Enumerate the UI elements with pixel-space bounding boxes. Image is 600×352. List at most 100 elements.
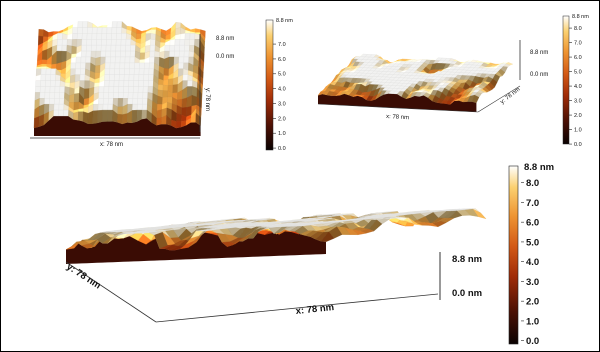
surface-top-left-facet	[115, 50, 121, 58]
surface-top-left-facet	[195, 112, 202, 126]
surface-top-left-facet	[107, 98, 114, 105]
surface-top-left-facet	[40, 80, 46, 87]
colorbar-tick-label: 5.0	[574, 70, 582, 76]
surface-top-left-facet	[81, 39, 88, 46]
surface-top-left-facet	[86, 33, 93, 40]
z-label-top: 8.8 nm	[452, 254, 482, 265]
surface-top-left-facet	[106, 21, 113, 28]
y-axis-label: y: 78 nm	[204, 88, 210, 111]
surface-top-left-facet	[142, 98, 148, 105]
surface-top-left-facet	[130, 45, 136, 52]
surface-top-left-facet	[123, 74, 130, 81]
surface-top-left-facet	[41, 59, 48, 65]
surface-top-left-facet	[61, 50, 67, 63]
surface-top-left-facet	[86, 45, 92, 52]
surface-top-left-facet	[50, 68, 57, 75]
surface-top-left-facet	[120, 39, 127, 46]
surface-top-left-facet	[164, 45, 171, 52]
surface-top-left-facet	[104, 74, 110, 81]
surface-top-left-facet	[148, 62, 155, 69]
surface-top-left-facet	[157, 95, 163, 105]
surface-top-left-facet	[49, 92, 55, 99]
surface-top-left-facet	[56, 50, 62, 65]
surface-top-left-facet	[133, 74, 140, 81]
colorbar-tick-label: 0.0	[526, 336, 539, 347]
surface-top-left-facet	[84, 80, 90, 90]
surface-top-left-facet	[80, 56, 87, 64]
surface-top-left-facet	[97, 109, 104, 124]
surface-top-left-facet	[44, 98, 50, 105]
surface-top-left-facet	[134, 62, 140, 69]
surface-top-left-facet	[122, 92, 129, 99]
colorbar-tick-label: 1.0	[574, 128, 582, 134]
surface-top-left-facet	[87, 27, 93, 34]
surface-top-left-facet	[92, 23, 98, 28]
surface-top-left-facet	[72, 33, 78, 40]
colorbar	[265, 19, 274, 151]
surface-top-left-facet	[120, 45, 126, 52]
surface-top-left-facet	[105, 50, 111, 58]
surface-top-left-facet	[106, 39, 112, 46]
surface-top-left-facet	[174, 50, 180, 58]
surface-top-left-facet	[105, 45, 112, 52]
surface-top-left-facet	[127, 98, 134, 105]
surface-bottom-edge	[66, 228, 326, 264]
surface-top-left-facet	[58, 109, 64, 117]
y-axis-line	[65, 261, 157, 323]
surface-top-left-facet	[45, 68, 52, 75]
surface-top-left-facet	[73, 101, 80, 111]
surface-top-left-facet	[169, 50, 175, 58]
surface-top-left-facet	[184, 45, 190, 52]
surface-top-left-facet	[35, 86, 41, 93]
surface-top-left-facet	[179, 45, 185, 52]
surface-top-left-facet	[167, 78, 174, 86]
surface-top-left-facet	[189, 33, 196, 40]
surface-top-left-facet	[110, 56, 116, 64]
colorbar-tick-label: 6.0	[278, 57, 286, 63]
surface-top-left-facet	[98, 86, 105, 93]
surface-top-left-facet	[100, 45, 107, 52]
surface-top-left-facet	[61, 39, 68, 46]
colorbar-tick-label: 0.0	[278, 146, 286, 152]
surface-top-left-facet	[87, 110, 94, 124]
surface-top-left-facet	[124, 68, 130, 75]
surface-top-left-facet	[137, 92, 144, 99]
surface-top-left-facet	[133, 80, 139, 87]
surface-top-left-facet	[162, 90, 168, 98]
surface-top-left-facet	[116, 27, 122, 34]
surface-top-left-facet	[169, 45, 175, 52]
surface-top-left-facet	[138, 74, 145, 81]
surface-top-left-facet	[114, 62, 121, 69]
surface-top-left-facet	[44, 92, 51, 99]
surface-top-left-facet	[70, 62, 77, 69]
surface-top-left-facet	[92, 110, 99, 124]
surface-top-left-facet	[104, 62, 111, 69]
surface-top-left-facet	[101, 33, 107, 40]
colorbar-top-label: 8.8 nm	[276, 18, 293, 24]
surface-top-left-facet	[72, 21, 79, 28]
colorbar-ticks: 8.8 nm 8.0 7.0 6.0 5.0 4.0 3.0 2.0 1.0 0.0	[569, 14, 589, 148]
surface-top-left-facet	[118, 92, 124, 99]
surface-top-left-facet	[103, 86, 110, 93]
surface-top-left-facet	[98, 92, 104, 99]
surface-top-left-facet	[162, 84, 169, 92]
surface-top-left-facet	[118, 86, 124, 93]
colorbar-ticks: 8.8 nm 8.0 7.0 6.0 5.0 4.0 3.0 2.0 1.0 0.0	[521, 162, 554, 347]
surface-top-left-facet	[141, 104, 148, 111]
panel-top-right: 8.8 nm 0.0 nm x: 78 nm y: 78 nm 8.8 nm 8…	[317, 14, 589, 148]
surface-top-left-facet	[163, 79, 169, 86]
surface-top-left-facet	[114, 74, 120, 81]
surface-top-left-facet	[117, 98, 124, 108]
surface-top-left-facet	[57, 33, 63, 40]
surface-top-left-facet	[139, 52, 146, 61]
surface-top-left-facet	[58, 98, 65, 105]
surface-top-right-edge	[318, 93, 477, 112]
surface-top-left-facet	[45, 80, 51, 87]
surface-top-left-facet	[123, 86, 129, 93]
surface-top-left-facet	[148, 68, 155, 75]
colorbar-tick-label: 7.0	[526, 198, 539, 209]
surface-top-left-facet	[113, 80, 120, 87]
surface-top-left-facet	[119, 62, 126, 69]
surface-bottom	[65, 208, 487, 264]
surface-top-left-facet	[191, 94, 198, 107]
